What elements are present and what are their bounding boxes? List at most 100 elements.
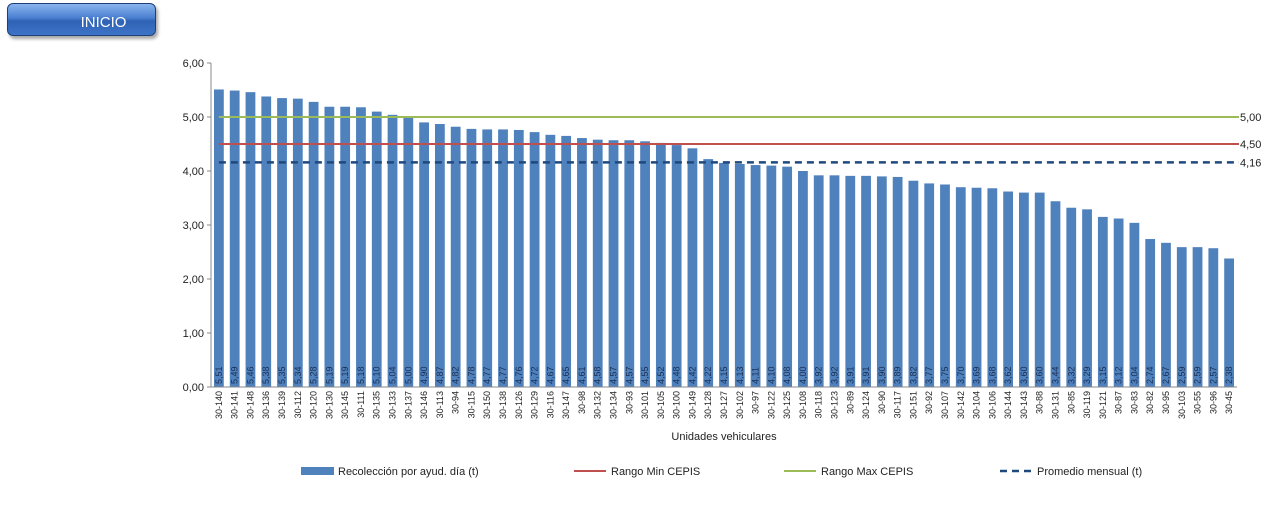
bar [434,124,445,388]
legend-label: Rango Max CEPIS [821,466,913,478]
x-tick-label: 30-120 [309,391,319,419]
x-tick-label: 30-138 [498,391,508,419]
x-tick-label: 30-121 [1098,391,1108,419]
bar-value-label: 3,12 [1114,366,1124,384]
bar-value-label: 3,92 [814,366,824,384]
bar-value-label: 5,34 [293,366,303,384]
bar [766,165,777,387]
bar [861,175,871,387]
bar-value-label: 3,15 [1098,366,1108,384]
bar [782,166,793,387]
x-tick-label: 30-130 [324,391,334,419]
x-tick-label: 30-131 [1050,391,1060,419]
bar-value-label: 4,57 [624,366,634,384]
bar [213,89,224,388]
bar-value-label: 5,19 [324,366,334,384]
bar-value-label: 3,90 [877,366,887,384]
bar [561,135,572,387]
bar [529,132,540,387]
x-tick-label: 30-93 [624,391,634,414]
bar-value-label: 4,77 [482,366,492,384]
x-tick-label: 30-90 [877,391,887,414]
x-tick-label: 30-45 [1224,391,1234,414]
bar-value-label: 5,35 [277,366,287,384]
bar [1208,248,1219,387]
legend-swatch [301,467,334,475]
bar [845,175,856,387]
bar [798,171,808,387]
x-tick-label: 30-98 [577,391,587,414]
bar-value-label: 3,44 [1050,366,1060,384]
y-tick-label: 6,00 [183,58,204,70]
bar-value-label: 4,52 [656,366,666,384]
bar-value-label: 2,59 [1193,366,1203,384]
bar-value-label: 4,77 [498,366,508,384]
bar-value-label: 3,92 [829,366,839,384]
bar-value-label: 4,82 [451,366,461,384]
bar [450,126,461,387]
reference-line-label: 4,16 [1240,157,1261,169]
bar [1113,218,1124,387]
x-tick-label: 30-82 [1145,391,1155,414]
x-tick-label: 30-147 [561,391,571,419]
bar [955,187,966,387]
bar-value-label: 3,91 [845,366,855,384]
bar-value-label: 4,87 [435,366,445,384]
x-tick-label: 30-111 [356,391,366,418]
bar [1176,247,1187,387]
legend-label: Rango Min CEPIS [611,466,700,478]
bar-value-label: 2,59 [1177,366,1187,384]
bar [940,184,950,387]
x-tick-label: 30-55 [1193,391,1203,414]
bar [1192,247,1203,387]
bar [482,129,493,388]
bar-value-label: 5,18 [356,366,366,384]
x-tick-label: 30-133 [388,391,398,419]
bar [1224,258,1235,387]
x-tick-label: 30-149 [687,391,697,419]
x-tick-label: 30-136 [261,391,271,419]
x-tick-label: 30-83 [1129,391,1139,414]
x-tick-label: 30-125 [782,391,792,419]
x-tick-label: 30-88 [1035,391,1045,414]
bar [671,145,682,387]
x-tick-label: 30-141 [230,391,240,419]
y-tick-label: 2,00 [183,274,204,286]
bar [340,106,351,388]
bar [813,175,824,387]
y-tick-label: 5,00 [183,112,204,124]
bar [371,111,382,387]
x-tick-label: 30-100 [672,391,682,419]
bar [1050,201,1061,387]
bar [1129,222,1140,387]
bar [892,176,903,387]
x-tick-label: 30-144 [1003,391,1013,419]
bar [1097,216,1108,387]
bar [687,148,698,387]
bar-value-label: 4,58 [593,366,603,384]
bar-value-label: 4,57 [609,366,619,384]
inicio-button[interactable]: INICIO [7,3,156,36]
bar-value-label: 5,38 [261,366,271,384]
bar-value-label: 3,32 [1066,366,1076,384]
bar [703,159,714,387]
x-tick-label: 30-87 [1114,391,1124,414]
bar-value-label: 4,13 [735,366,745,384]
bar [466,128,477,387]
x-tick-label: 30-95 [1161,391,1171,414]
bar [356,107,366,387]
bar [908,180,919,387]
bar-value-label: 4,72 [530,366,540,384]
bar-value-label: 3,75 [940,366,950,384]
bar-value-label: 5,04 [388,366,398,384]
x-tick-label: 30-134 [609,391,619,419]
bar [308,101,319,387]
bar [592,139,603,387]
bar-value-label: 4,42 [687,366,697,384]
bar [498,129,508,388]
bar-value-label: 3,29 [1082,366,1092,384]
bar [1161,242,1171,387]
x-tick-label: 30-106 [987,391,997,419]
bar-value-label: 4,00 [798,366,808,384]
x-tick-label: 30-132 [593,391,603,419]
